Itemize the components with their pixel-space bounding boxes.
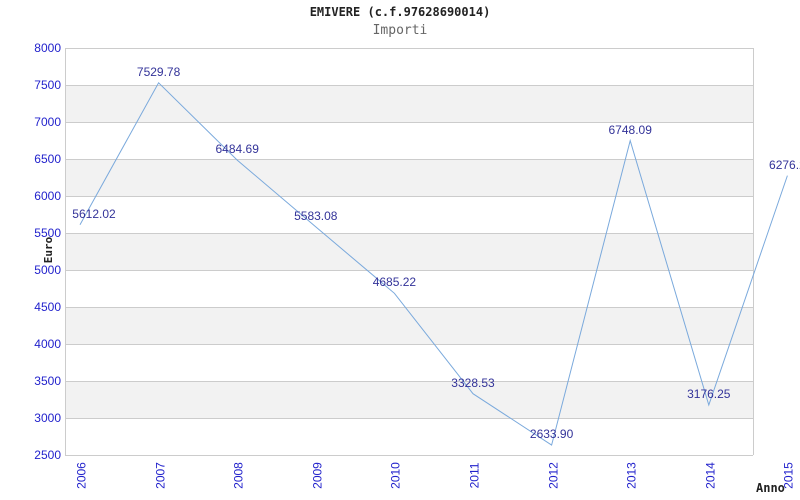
point-label: 5583.08: [294, 208, 338, 223]
y-tick-label: 4000: [34, 337, 61, 351]
chart-title: EMIVERE (c.f.97628690014): [309, 5, 491, 19]
point-label: 2633.90: [529, 427, 574, 442]
x-tick-label: 2008: [231, 462, 246, 489]
x-axis-title: Anno: [756, 481, 785, 495]
y-tick-label: 7500: [34, 78, 61, 92]
x-tick-label: 2006: [74, 462, 89, 489]
point-label: 4685.22: [372, 275, 417, 290]
plot-band: [65, 381, 753, 418]
gridline: [65, 380, 753, 382]
gridline: [65, 158, 753, 160]
gridline: [65, 195, 753, 197]
point-label: 6748.09: [608, 122, 652, 137]
plot-band: [65, 307, 753, 344]
y-tick-label: 6500: [34, 152, 61, 166]
y-tick-label: 7000: [34, 115, 61, 129]
gridline: [65, 306, 753, 308]
y-tick-label: 6000: [34, 189, 61, 203]
x-tick-label: 2014: [703, 462, 718, 489]
gridline: [65, 343, 753, 345]
x-tick-label: 2013: [624, 462, 639, 489]
point-label: 7529.78: [136, 64, 181, 79]
y-tick-label: 4500: [34, 300, 61, 314]
gridline: [65, 417, 753, 419]
gridline: [65, 47, 753, 49]
gridline: [65, 121, 753, 123]
axis-right: [753, 48, 754, 455]
x-tick-label: 2010: [388, 462, 403, 489]
chart-subtitle: Importi: [372, 23, 428, 38]
x-tick-label: 2009: [310, 462, 325, 489]
y-tick-label: 3000: [34, 411, 61, 425]
data-line: [79, 81, 788, 446]
point-label: 3176.25: [687, 386, 731, 401]
point-label: 3328.53: [451, 375, 495, 390]
point-label: 6276.2: [769, 157, 800, 172]
gridline: [65, 84, 753, 86]
y-tick-label: 2500: [34, 448, 61, 462]
x-tick-label: 2011: [467, 462, 482, 489]
x-tick-label: 2007: [153, 462, 168, 489]
plot-band: [65, 159, 753, 196]
gridline: [65, 269, 753, 271]
plot-band: [65, 233, 753, 270]
axis-left: [65, 48, 66, 455]
gridline: [65, 232, 753, 234]
gridline: [65, 454, 753, 456]
y-tick-label: 5000: [34, 263, 61, 277]
y-axis-title: Euro: [42, 236, 55, 264]
y-tick-label: 5500: [34, 226, 61, 240]
point-label: 6484.69: [215, 142, 259, 157]
y-tick-label: 8000: [34, 41, 61, 55]
x-tick-label: 2012: [546, 462, 561, 489]
point-label: 5612.02: [72, 206, 116, 221]
y-tick-label: 3500: [34, 374, 61, 388]
